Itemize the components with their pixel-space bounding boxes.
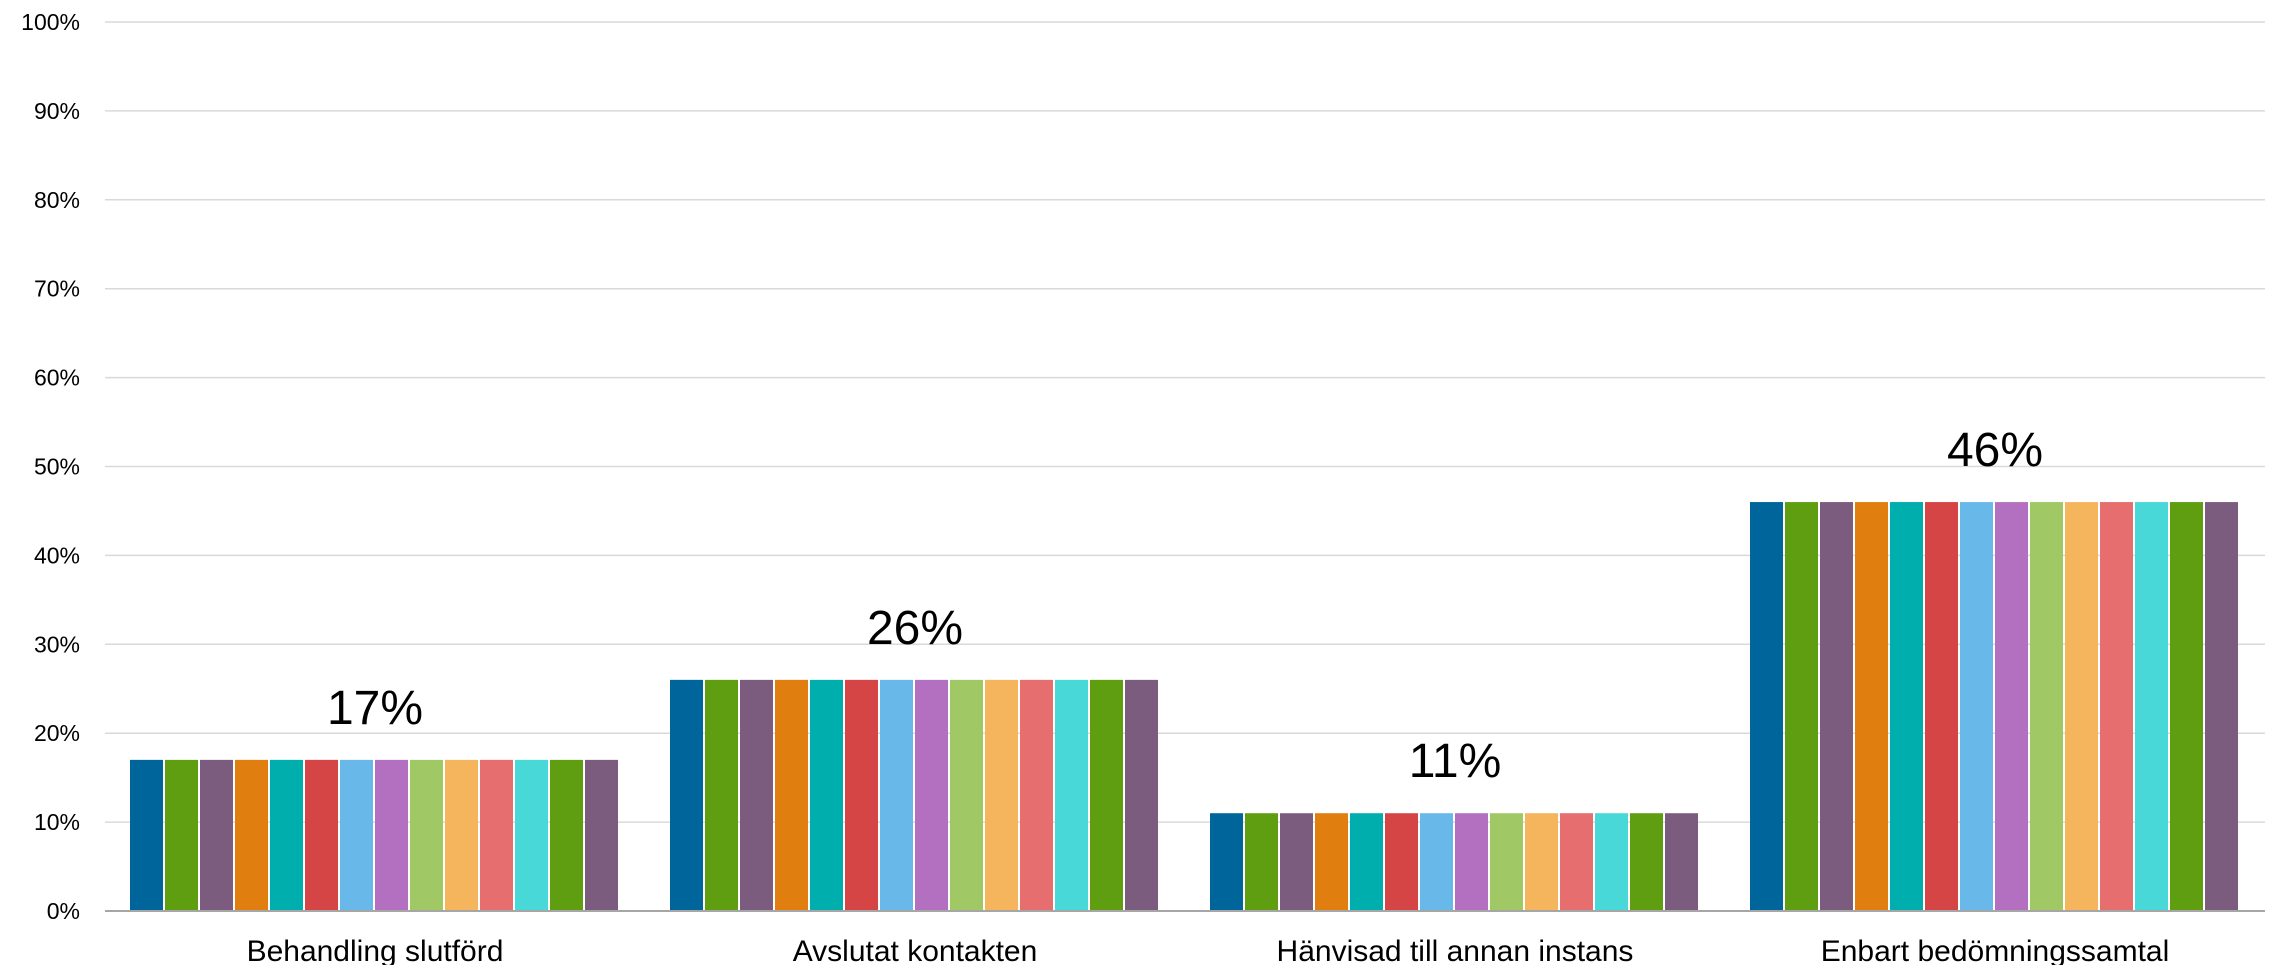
y-tick-label: 50% xyxy=(34,454,80,480)
y-tick-label: 10% xyxy=(34,809,80,835)
data-labels: 17% 26% 11% 46% xyxy=(327,424,2043,788)
bar xyxy=(1125,679,1158,911)
bar xyxy=(165,759,198,911)
bar xyxy=(480,759,513,911)
bar xyxy=(1490,813,1523,911)
y-tick-label: 90% xyxy=(34,98,80,124)
bar xyxy=(515,759,548,911)
bar xyxy=(1420,813,1453,911)
data-label: 11% xyxy=(1409,735,1502,788)
bar xyxy=(1630,813,1663,911)
bar xyxy=(1350,813,1383,911)
bar xyxy=(2065,502,2098,911)
bar xyxy=(1995,502,2028,911)
category-labels: Behandling slutförd Avslutat kontakten Hän… xyxy=(247,935,2170,965)
bar xyxy=(445,759,478,911)
bar xyxy=(410,759,443,911)
bar xyxy=(1315,813,1348,911)
bar xyxy=(1960,502,1993,911)
bar xyxy=(550,759,583,911)
bar xyxy=(845,679,878,911)
category-label: Avslutat kontakten xyxy=(793,935,1038,965)
bar xyxy=(670,679,703,911)
bar xyxy=(1855,502,1888,911)
bar xyxy=(1525,813,1558,911)
y-axis-tick-labels: 0% 10% 20% 30% 40% 50% 60% 70% 80% 90% 100% xyxy=(21,9,80,924)
category-label: Enbart bedömningssamtal xyxy=(1821,935,2170,965)
gridlines xyxy=(105,21,2265,823)
bar xyxy=(1090,679,1123,911)
y-tick-label: 80% xyxy=(34,187,80,213)
bar xyxy=(1595,813,1628,911)
bar xyxy=(200,759,233,911)
bar xyxy=(1560,813,1593,911)
bar xyxy=(915,679,948,911)
bar xyxy=(375,759,408,911)
bar xyxy=(1925,502,1958,911)
y-tick-label: 30% xyxy=(34,631,80,657)
data-label: 17% xyxy=(327,682,423,735)
bars xyxy=(130,502,2238,911)
y-tick-label: 100% xyxy=(21,9,80,35)
bar xyxy=(1020,679,1053,911)
y-tick-label: 60% xyxy=(34,365,80,391)
bar xyxy=(775,679,808,911)
bar xyxy=(1665,813,1698,911)
bar xyxy=(270,759,303,911)
bar xyxy=(2030,502,2063,911)
y-tick-label: 20% xyxy=(34,720,80,746)
bar xyxy=(2100,502,2133,911)
bar xyxy=(130,759,163,911)
y-tick-label: 40% xyxy=(34,542,80,568)
bar xyxy=(1820,502,1853,911)
bar xyxy=(1210,813,1243,911)
bar xyxy=(880,679,913,911)
bar xyxy=(1890,502,1923,911)
bar xyxy=(2135,502,2168,911)
bar xyxy=(1245,813,1278,911)
bar xyxy=(740,679,773,911)
bar xyxy=(810,679,843,911)
bar xyxy=(585,759,618,911)
bar xyxy=(2170,502,2203,911)
y-tick-label: 0% xyxy=(47,898,80,924)
category-label: Hänvisad till annan instans xyxy=(1277,935,1634,965)
bar xyxy=(1055,679,1088,911)
bar xyxy=(950,679,983,911)
bar xyxy=(235,759,268,911)
bar xyxy=(1750,502,1783,911)
y-tick-label: 70% xyxy=(34,276,80,302)
bar xyxy=(1455,813,1488,911)
bar xyxy=(705,679,738,911)
bar xyxy=(340,759,373,911)
bar xyxy=(1280,813,1313,911)
category-label: Behandling slutförd xyxy=(247,935,504,965)
data-label: 46% xyxy=(1947,424,2043,477)
data-label: 26% xyxy=(867,602,963,655)
bar xyxy=(1385,813,1418,911)
bar xyxy=(305,759,338,911)
bar xyxy=(2205,502,2238,911)
bar xyxy=(985,679,1018,911)
bar xyxy=(1785,502,1818,911)
